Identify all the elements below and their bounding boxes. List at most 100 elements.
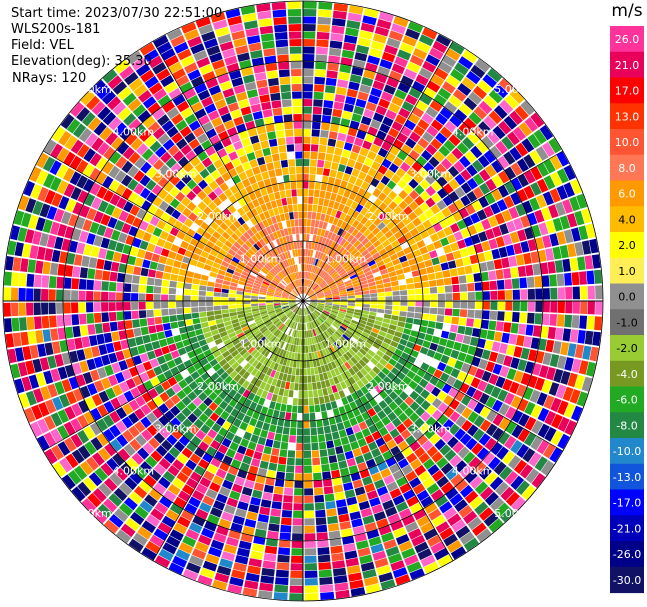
velocity-gate: [351, 185, 360, 194]
velocity-gate: [370, 143, 381, 154]
velocity-gate: [328, 200, 335, 209]
velocity-gate: [420, 190, 431, 202]
velocity-gate: [483, 115, 497, 130]
velocity-gate: [394, 263, 403, 271]
velocity-gate: [355, 204, 364, 213]
velocity-gate: [318, 279, 324, 285]
velocity-gate: [322, 221, 328, 230]
velocity-gate: [393, 195, 403, 205]
colorbar-tick-label: 10.0: [615, 136, 640, 149]
velocity-gate: [548, 137, 562, 154]
velocity-gate: [517, 173, 529, 188]
velocity-gate: [351, 113, 362, 123]
velocity-gate: [491, 188, 503, 201]
velocity-gate: [556, 185, 568, 200]
velocity-gate: [543, 175, 556, 190]
velocity-gate: [345, 134, 356, 144]
velocity-gate: [438, 254, 448, 264]
velocity-gate: [419, 93, 433, 106]
velocity-gate: [340, 258, 347, 266]
velocity-gate: [370, 119, 381, 130]
velocity-gate: [412, 217, 422, 227]
velocity-gate: [358, 234, 366, 243]
velocity-gate: [313, 91, 324, 100]
velocity-gate: [397, 211, 407, 221]
velocity-gate: [347, 207, 355, 217]
velocity-gate: [360, 116, 372, 126]
velocity-gate: [496, 199, 508, 212]
velocity-gate: [368, 260, 376, 267]
colorbar-tick-label: 13.0: [615, 110, 640, 123]
velocity-gate: [307, 249, 311, 257]
velocity-gate: [313, 227, 318, 235]
velocity-gate: [339, 270, 347, 277]
velocity-gate: [351, 66, 364, 76]
velocity-gate: [391, 240, 400, 248]
velocity-gate: [503, 151, 516, 165]
velocity-gate: [451, 147, 464, 160]
velocity-gate: [441, 54, 457, 68]
velocity-gate: [433, 240, 443, 250]
velocity-gate: [425, 54, 440, 67]
velocity-gate: [490, 202, 501, 215]
velocity-gate: [304, 264, 307, 272]
velocity-gate: [351, 228, 359, 237]
velocity-gate: [369, 214, 378, 223]
velocity-gate: [460, 169, 472, 181]
velocity-gate: [303, 136, 311, 144]
velocity-gate: [304, 286, 306, 294]
velocity-gate: [470, 212, 481, 224]
velocity-gate: [308, 181, 315, 189]
velocity-gate: [382, 116, 394, 127]
velocity-gate: [354, 178, 364, 187]
colorbar-tick-label: -17.0: [613, 497, 641, 510]
velocity-gate: [344, 279, 352, 285]
velocity-gate: [392, 156, 404, 167]
velocity-gate: [303, 189, 309, 197]
velocity-gate: [317, 278, 323, 285]
velocity-gate: [443, 226, 453, 236]
velocity-gate: [382, 186, 392, 196]
velocity-gate: [347, 158, 356, 168]
velocity-gate: [403, 246, 412, 255]
velocity-gate: [538, 222, 549, 236]
velocity-gate: [536, 194, 547, 209]
velocity-gate: [381, 141, 392, 152]
velocity-gate: [318, 220, 324, 229]
velocity-gate: [454, 109, 468, 122]
velocity-gate: [330, 192, 337, 201]
velocity-gate: [317, 159, 325, 168]
velocity-gate: [337, 282, 345, 288]
velocity-gate: [308, 290, 314, 296]
velocity-gate: [324, 293, 332, 297]
velocity-gate: [501, 136, 514, 150]
velocity-gate: [306, 287, 310, 295]
velocity-gate: [400, 161, 411, 173]
velocity-gate: [508, 206, 519, 219]
velocity-gate: [303, 76, 314, 84]
velocity-gate: [318, 1, 333, 10]
velocity-gate: [513, 217, 524, 231]
velocity-gate: [488, 215, 499, 228]
velocity-gate: [523, 185, 535, 199]
velocity-gate: [397, 274, 406, 281]
velocity-gate: [339, 289, 347, 293]
velocity-gate: [393, 245, 403, 253]
velocity-gate: [374, 73, 388, 84]
velocity-gate: [326, 70, 338, 79]
velocity-gate: [343, 263, 351, 270]
velocity-gate: [341, 49, 355, 59]
velocity-gate: [401, 144, 412, 155]
velocity-gate: [318, 197, 325, 206]
velocity-gate: [458, 56, 474, 70]
velocity-gate: [316, 268, 322, 275]
velocity-gate: [372, 240, 382, 248]
velocity-gate: [353, 264, 361, 271]
velocity-gate: [397, 179, 408, 189]
velocity-gate: [321, 115, 332, 123]
velocity-gate: [331, 289, 339, 294]
velocity-gate: [403, 195, 414, 205]
velocity-gate: [447, 203, 458, 214]
velocity-gate: [312, 106, 323, 115]
velocity-gate: [371, 227, 381, 236]
